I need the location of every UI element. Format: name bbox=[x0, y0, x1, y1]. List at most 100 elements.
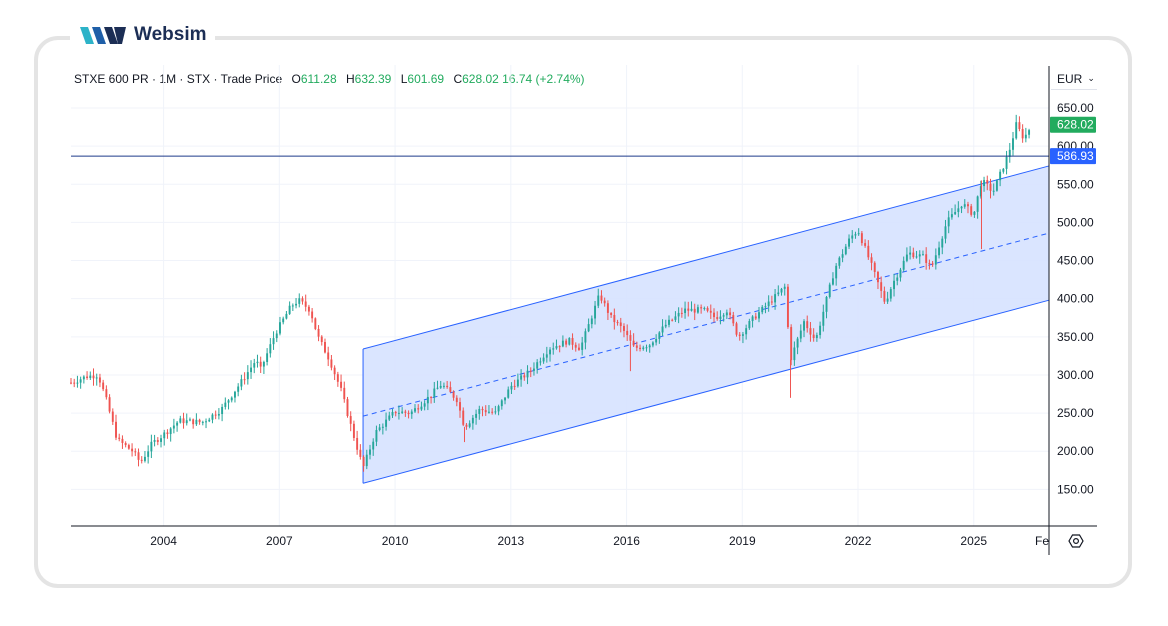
candle-body bbox=[619, 322, 622, 327]
candle-body bbox=[1021, 128, 1024, 139]
candle-body bbox=[333, 367, 336, 375]
candle-body bbox=[623, 326, 625, 331]
candle-body bbox=[992, 190, 995, 192]
candle-body bbox=[330, 359, 333, 368]
candle-body bbox=[529, 370, 532, 372]
candle-body bbox=[442, 385, 445, 387]
candle-body bbox=[905, 254, 908, 261]
candle-body bbox=[616, 322, 619, 324]
candle-body bbox=[291, 305, 294, 307]
candle-body bbox=[147, 451, 150, 457]
candle-body bbox=[713, 312, 715, 318]
candle-body bbox=[860, 233, 863, 244]
candle-body bbox=[523, 375, 526, 378]
candle-body bbox=[806, 321, 809, 329]
candle-body bbox=[558, 346, 561, 348]
y-tick-label: 500.00 bbox=[1057, 215, 1094, 229]
candle-body bbox=[230, 397, 233, 401]
candle-body bbox=[198, 419, 201, 423]
candle-body bbox=[446, 385, 449, 388]
x-tick-label: Fe bbox=[1035, 534, 1049, 548]
currency-selector[interactable]: EUR ⌄ bbox=[1051, 68, 1097, 90]
candle-body bbox=[867, 245, 870, 258]
candle-body bbox=[372, 441, 375, 450]
candle-body bbox=[851, 235, 854, 239]
candle-body bbox=[613, 315, 616, 323]
candle-body bbox=[89, 375, 92, 379]
candle-body bbox=[237, 386, 240, 392]
candle-body bbox=[211, 414, 214, 420]
candle-body bbox=[520, 375, 523, 380]
candle-body bbox=[967, 204, 969, 207]
close-label: C bbox=[453, 72, 463, 86]
candle-body bbox=[188, 419, 191, 421]
candle-body bbox=[796, 338, 799, 348]
separator: · bbox=[152, 72, 157, 86]
y-tick-label: 650.00 bbox=[1057, 101, 1094, 115]
candle-body bbox=[449, 387, 452, 392]
candle-body bbox=[227, 400, 230, 403]
candle-body bbox=[741, 334, 744, 336]
candle-body bbox=[1002, 168, 1005, 172]
candle-body bbox=[346, 399, 349, 417]
y-tick-label: 450.00 bbox=[1057, 254, 1094, 268]
candle-body bbox=[516, 379, 519, 387]
candle-body bbox=[661, 326, 664, 333]
candle-body bbox=[195, 419, 198, 425]
candle-body bbox=[828, 284, 831, 297]
candle-body bbox=[954, 212, 957, 215]
candle-body bbox=[295, 303, 298, 306]
candle-body bbox=[481, 408, 484, 411]
candle-body bbox=[835, 265, 838, 279]
candle-body bbox=[259, 361, 262, 367]
candle-body bbox=[790, 327, 793, 361]
candle-body bbox=[304, 301, 307, 307]
candle-body bbox=[478, 408, 481, 414]
candle-body bbox=[494, 411, 497, 413]
x-tick-label: 2010 bbox=[382, 534, 409, 548]
candle-body bbox=[600, 295, 603, 301]
candle-body bbox=[140, 459, 143, 461]
high-value: 632.39 bbox=[354, 72, 392, 86]
candle-body bbox=[925, 254, 928, 263]
gear-icon[interactable] bbox=[1068, 534, 1084, 548]
candle-body bbox=[111, 411, 114, 422]
symbol-name[interactable]: STXE 600 PR bbox=[74, 72, 149, 86]
candle-body bbox=[915, 256, 918, 258]
candle-body bbox=[825, 296, 828, 312]
candle-body bbox=[758, 312, 760, 319]
candle-body bbox=[92, 375, 95, 379]
change-value: 16.74 (+2.74%) bbox=[502, 72, 585, 86]
y-tick-label: 400.00 bbox=[1057, 292, 1094, 306]
y-tick-label: 150.00 bbox=[1057, 482, 1094, 496]
candle-body bbox=[388, 415, 391, 420]
candle-body bbox=[886, 298, 889, 302]
candle-body bbox=[819, 325, 822, 336]
candle-body bbox=[1005, 156, 1008, 169]
candle-body bbox=[706, 307, 709, 311]
candle-body bbox=[767, 301, 770, 307]
candle-body bbox=[378, 427, 381, 431]
candle-body bbox=[950, 214, 953, 218]
candle-body bbox=[439, 385, 442, 388]
channel-mid-line bbox=[362, 232, 1050, 417]
candle-body bbox=[549, 349, 551, 355]
candle-body bbox=[426, 396, 429, 404]
candle-body bbox=[783, 286, 786, 289]
candle-body bbox=[362, 456, 365, 467]
candle-body bbox=[986, 180, 989, 184]
x-tick-label: 2025 bbox=[960, 534, 987, 548]
candle-body bbox=[639, 347, 642, 349]
candle-body bbox=[642, 347, 645, 349]
candle-body bbox=[430, 396, 433, 398]
candle-body bbox=[352, 423, 355, 438]
candle-body bbox=[256, 361, 259, 364]
candle-body bbox=[610, 312, 613, 316]
x-tick-label: 2022 bbox=[845, 534, 872, 548]
open-label: O bbox=[291, 72, 301, 86]
candle-body bbox=[504, 397, 506, 401]
candle-body bbox=[275, 333, 278, 339]
candle-body bbox=[1012, 138, 1014, 150]
price-type-label: Trade Price bbox=[220, 72, 283, 86]
